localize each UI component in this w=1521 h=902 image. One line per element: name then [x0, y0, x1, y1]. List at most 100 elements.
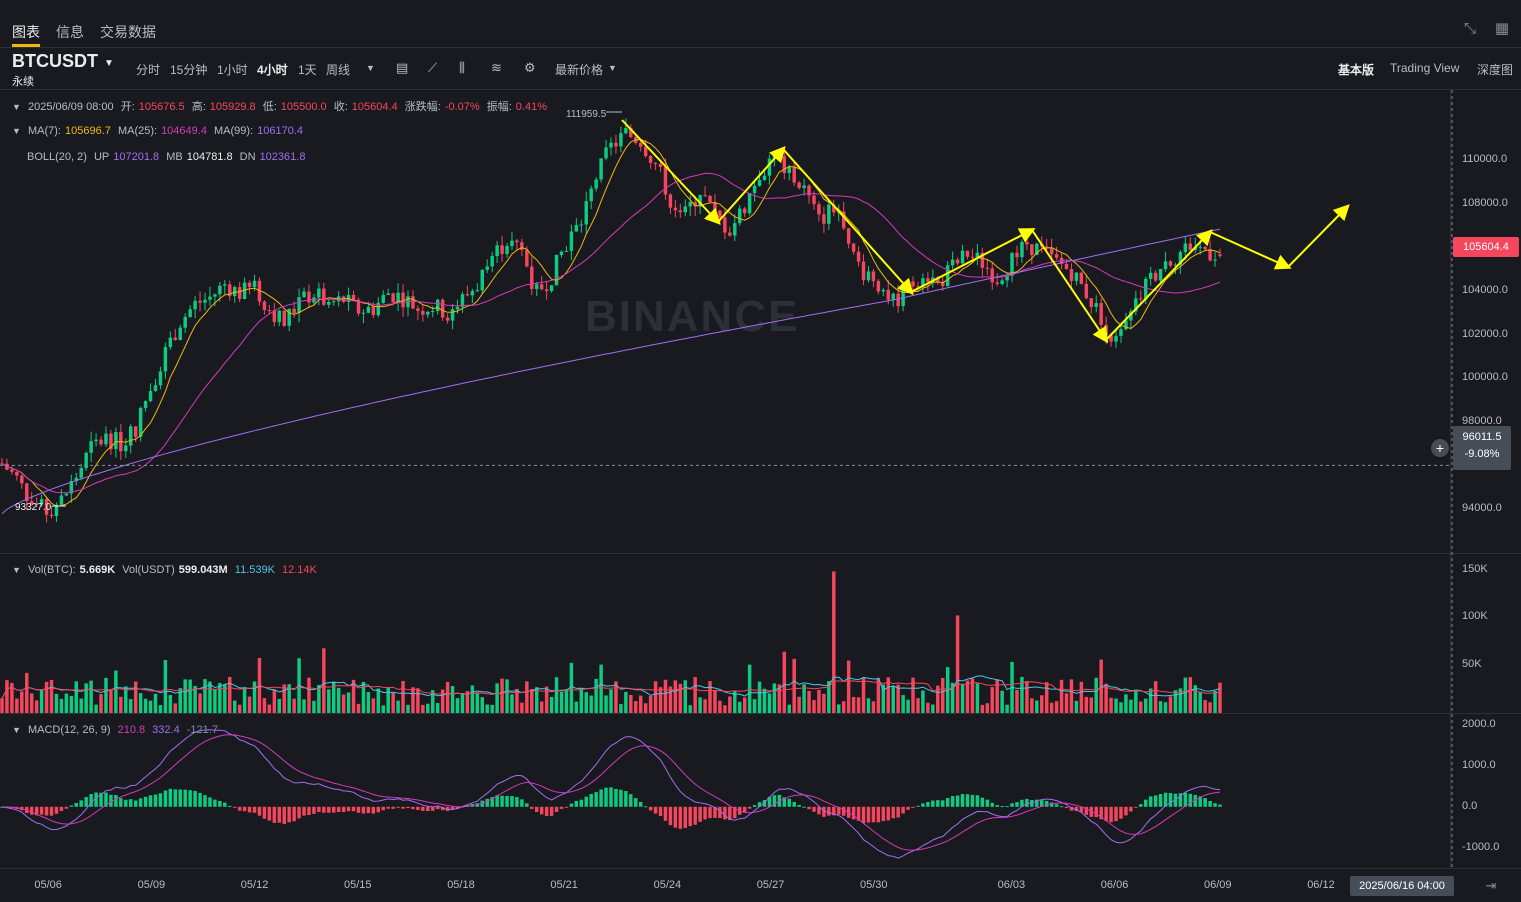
volume-bar — [361, 681, 366, 713]
candle-body — [1005, 275, 1009, 281]
price-mode-select[interactable]: 最新价格 — [555, 63, 604, 77]
candle-body — [485, 266, 489, 270]
macd-histogram-bar — [208, 797, 212, 807]
collapse-icon[interactable]: ▼ — [12, 102, 21, 112]
macd-histogram-bar — [916, 805, 920, 807]
collapse-icon[interactable]: ▼ — [12, 126, 21, 136]
settings-icon[interactable]: ⚙ — [524, 60, 536, 75]
volume-bar — [525, 681, 529, 713]
close-label: 收: — [333, 101, 348, 113]
collapse-icon[interactable]: ▼ — [12, 725, 21, 735]
interval-1h[interactable]: 1小时 — [217, 63, 248, 77]
candle-body — [59, 495, 64, 505]
candle-body — [54, 504, 59, 517]
candle-body — [475, 290, 480, 292]
high-marker-label: 111959.5 — [566, 109, 607, 120]
interval-time[interactable]: 分时 — [136, 63, 161, 77]
macd-histogram-bar — [307, 806, 311, 815]
candle-body — [866, 271, 871, 281]
macd-tick-label: 2000.0 — [1462, 718, 1496, 731]
volume-bar — [237, 704, 242, 713]
grid-icon[interactable]: ▦ — [1494, 20, 1510, 37]
macd-histogram-bar — [267, 806, 272, 821]
macd-histogram-bar — [1104, 806, 1108, 822]
tab-trading-data[interactable]: 交易数据 — [100, 24, 156, 40]
interval-15m[interactable]: 15分钟 — [170, 63, 208, 77]
view-basic[interactable]: 基本版 — [1338, 63, 1375, 77]
interval-1w[interactable]: 周线 — [326, 63, 351, 77]
volume-bar — [549, 696, 554, 713]
calendar-icon[interactable]: ▤ — [396, 60, 409, 75]
candle-body — [183, 316, 187, 328]
macd-histogram-bar — [366, 806, 371, 814]
macd-histogram-bar — [262, 806, 267, 819]
macd-histogram-bar — [386, 806, 390, 809]
macd-dea-line — [1, 734, 1221, 851]
tab-info[interactable]: 信息 — [56, 24, 84, 40]
view-depth[interactable]: 深度图 — [1477, 63, 1514, 77]
macd-histogram-bar — [336, 806, 341, 812]
macd-histogram-bar — [490, 797, 494, 807]
macd-histogram-bar — [1178, 793, 1183, 807]
volume-tick-label: 150K — [1462, 562, 1488, 575]
macd-histogram-bar — [896, 806, 900, 818]
macd-histogram-bar — [480, 800, 485, 807]
symbol-name[interactable]: BTCUSDT — [12, 51, 98, 71]
expand-icon[interactable]: ⤡ — [1463, 20, 1476, 37]
volume-bar — [440, 689, 445, 713]
volume-bar — [218, 682, 222, 713]
candle-body — [193, 300, 197, 310]
price-tick-label: 102000.0 — [1462, 327, 1508, 340]
collapse-icon[interactable]: ▼ — [12, 565, 21, 575]
macd-histogram-bar — [787, 798, 791, 807]
candle-body — [470, 291, 475, 296]
volume-bar — [252, 681, 257, 713]
volume-bar — [1178, 688, 1183, 713]
candle-body — [742, 208, 747, 214]
volume-bar — [827, 681, 831, 713]
candle-body — [1119, 329, 1123, 336]
candle-body — [277, 310, 282, 323]
volume-bar — [772, 683, 777, 713]
macd-histogram-bar — [782, 797, 787, 807]
volume-bar — [460, 692, 465, 713]
view-tradingview[interactable]: Trading View — [1390, 61, 1460, 75]
tab-chart[interactable]: 图表 — [12, 24, 40, 40]
candle-body — [752, 185, 757, 194]
symbol-dropdown-icon[interactable]: ▼ — [104, 58, 114, 69]
chevron-down-icon[interactable]: ▼ — [608, 63, 617, 73]
volume-bar — [965, 680, 970, 713]
volume-bar — [336, 687, 341, 713]
boll-dn-label: DN — [239, 151, 256, 163]
macd-histogram-bar — [426, 806, 430, 812]
volume-bar — [25, 672, 29, 713]
candle-body — [84, 452, 88, 469]
volume-bar — [995, 679, 999, 713]
time-tick-label: 05/21 — [550, 879, 578, 891]
macd-histogram-bar — [213, 799, 217, 807]
candle-body — [733, 223, 737, 236]
price-tick-label: 94000.0 — [1462, 502, 1502, 515]
time-scale-icon[interactable]: ⇥ — [1485, 878, 1497, 893]
drawing-icon[interactable]: ⟋ — [428, 60, 438, 75]
candle-body — [460, 294, 465, 307]
interval-4h[interactable]: 4小时 — [257, 63, 288, 77]
more-intervals-icon[interactable]: ▼ — [366, 63, 375, 73]
high-label: 高: — [191, 101, 206, 113]
macd-histogram-bar — [1000, 806, 1004, 808]
volume-bar — [634, 701, 638, 713]
volume-bar — [351, 679, 356, 713]
add-alert-icon[interactable]: + — [1431, 439, 1449, 457]
macd-hist-value: -121.7 — [186, 724, 218, 736]
candle-icon[interactable]: ⫼ — [459, 60, 465, 75]
macd-histogram-bar — [1208, 801, 1212, 807]
candle-body — [411, 296, 415, 309]
indicator-icon[interactable]: ≋ — [491, 60, 502, 75]
candle-body — [589, 188, 593, 202]
volume-bar — [1079, 681, 1084, 713]
macd-histogram-bar — [728, 806, 732, 821]
interval-1d[interactable]: 1天 — [298, 63, 317, 77]
volume-bar — [341, 694, 346, 713]
volume-bar — [782, 651, 787, 713]
